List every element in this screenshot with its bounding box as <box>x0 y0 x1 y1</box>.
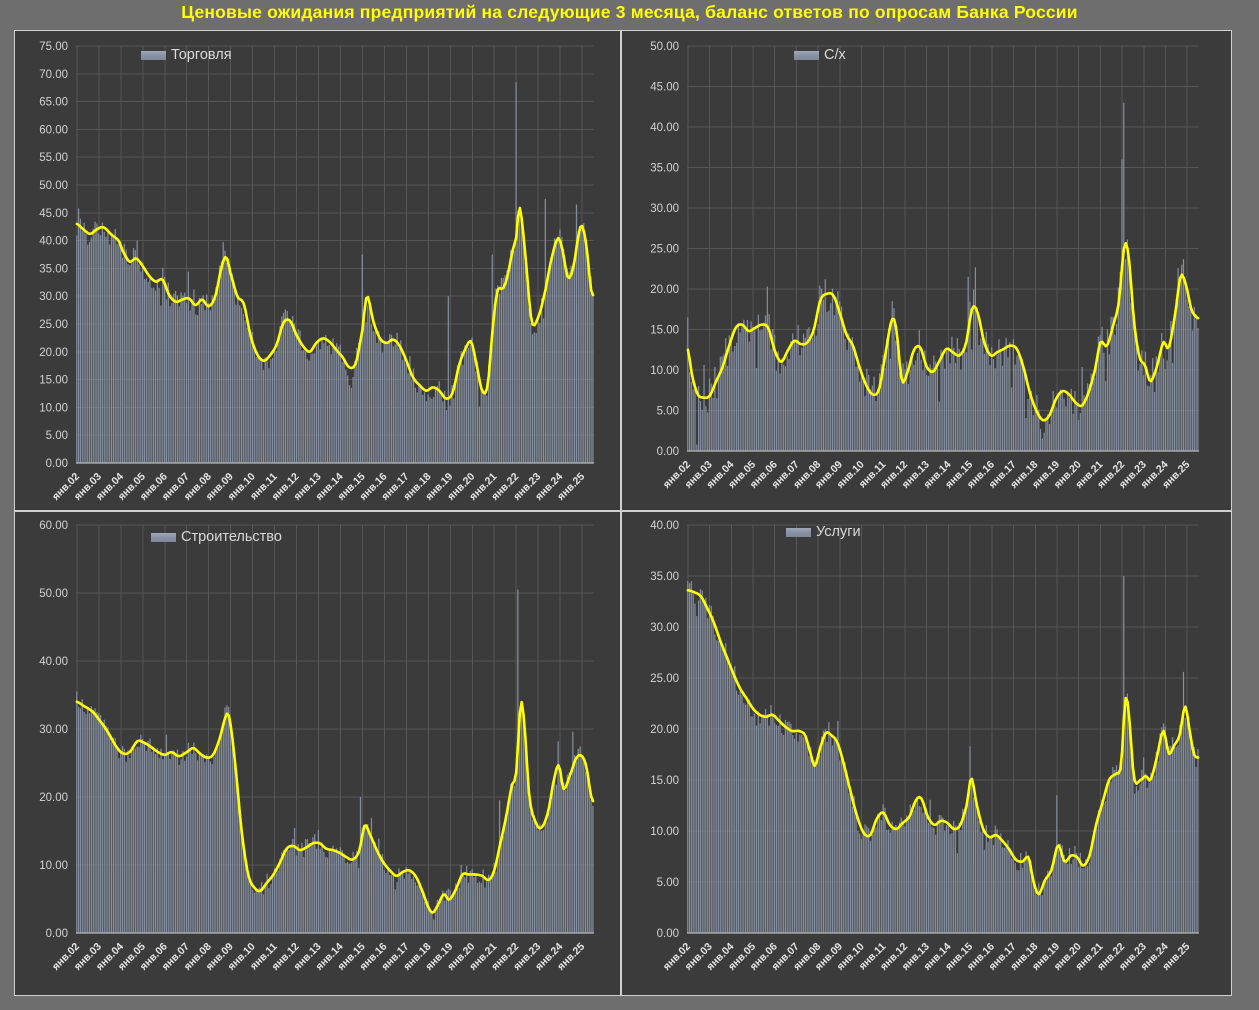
svg-text:60.00: 60.00 <box>39 520 68 532</box>
svg-text:35.00: 35.00 <box>39 263 68 275</box>
construction-chart-canvas: 0.0010.0020.0030.0040.0050.0060.00янв.02… <box>39 520 595 973</box>
svg-text:5.00: 5.00 <box>46 430 68 442</box>
svg-text:75.00: 75.00 <box>39 41 68 53</box>
trade-chart-canvas: 0.00 5.00 10.00 15.00 20.00 25.00 30.00 35.00 40… <box>39 41 595 503</box>
svg-text:0.00: 0.00 <box>46 928 68 940</box>
svg-text:5.00: 5.00 <box>657 877 679 889</box>
svg-text:45.00: 45.00 <box>650 82 679 94</box>
svg-text:15.00: 15.00 <box>650 325 679 337</box>
svg-text:15.00: 15.00 <box>39 375 68 387</box>
chart-panel-trade: 0.00 5.00 10.00 15.00 20.00 25.00 30.00 35.00 40… <box>14 30 621 511</box>
chart-panel-agriculture: 0.00 5.00 10.00 15.00 20.00 25.00 30.00 35.00 40… <box>621 30 1232 511</box>
svg-text:40.00: 40.00 <box>39 236 68 248</box>
svg-text:10.00: 10.00 <box>650 365 679 377</box>
svg-text:50.00: 50.00 <box>650 41 679 53</box>
svg-text:20.00: 20.00 <box>39 792 68 804</box>
svg-text:50.00: 50.00 <box>39 588 68 600</box>
services-chart-canvas: 0.00 5.00 10.00 15.00 20.00 25.00 30.00 35.00 40… <box>650 520 1200 973</box>
svg-text:25.00: 25.00 <box>39 319 68 331</box>
svg-text:35.00: 35.00 <box>650 571 679 583</box>
svg-text:40.00: 40.00 <box>650 520 679 532</box>
svg-text:0.00: 0.00 <box>657 928 679 940</box>
svg-text:50.00: 50.00 <box>39 180 68 192</box>
svg-text:70.00: 70.00 <box>39 69 68 81</box>
svg-text:0.00: 0.00 <box>46 458 68 470</box>
svg-text:65.00: 65.00 <box>39 97 68 109</box>
svg-text:20.00: 20.00 <box>650 284 679 296</box>
svg-text:5.00: 5.00 <box>657 406 679 418</box>
svg-text:10.00: 10.00 <box>39 860 68 872</box>
chart-panel-construction: 0.00 10.00 20.00 30.00 40.00 50.00 60.00 янв.02… <box>14 511 621 996</box>
svg-text:40.00: 40.00 <box>39 656 68 668</box>
chart-panel-services: 0.00 5.00 10.00 15.00 20.00 25.00 30.00 35.00 40… <box>621 511 1232 996</box>
svg-text:40.00: 40.00 <box>650 122 679 134</box>
svg-text:10.00: 10.00 <box>39 402 68 414</box>
svg-text:25.00: 25.00 <box>650 673 679 685</box>
svg-text:30.00: 30.00 <box>39 291 68 303</box>
svg-text:30.00: 30.00 <box>39 724 68 736</box>
agriculture-chart-canvas: 0.00 5.00 10.00 15.00 20.00 25.00 30.00 35.00 40… <box>650 41 1200 491</box>
svg-text:20.00: 20.00 <box>39 347 68 359</box>
svg-text:25.00: 25.00 <box>650 244 679 256</box>
svg-text:35.00: 35.00 <box>650 163 679 175</box>
svg-text:30.00: 30.00 <box>650 203 679 215</box>
page-title: Ценовые ожидания предприятий на следующи… <box>181 2 1078 22</box>
svg-text:10.00: 10.00 <box>650 826 679 838</box>
svg-text:60.00: 60.00 <box>39 124 68 136</box>
svg-text:20.00: 20.00 <box>650 724 679 736</box>
svg-text:55.00: 55.00 <box>39 152 68 164</box>
svg-text:30.00: 30.00 <box>650 622 679 634</box>
svg-text:15.00: 15.00 <box>650 775 679 787</box>
svg-text:0.00: 0.00 <box>657 446 679 458</box>
svg-text:45.00: 45.00 <box>39 208 68 220</box>
